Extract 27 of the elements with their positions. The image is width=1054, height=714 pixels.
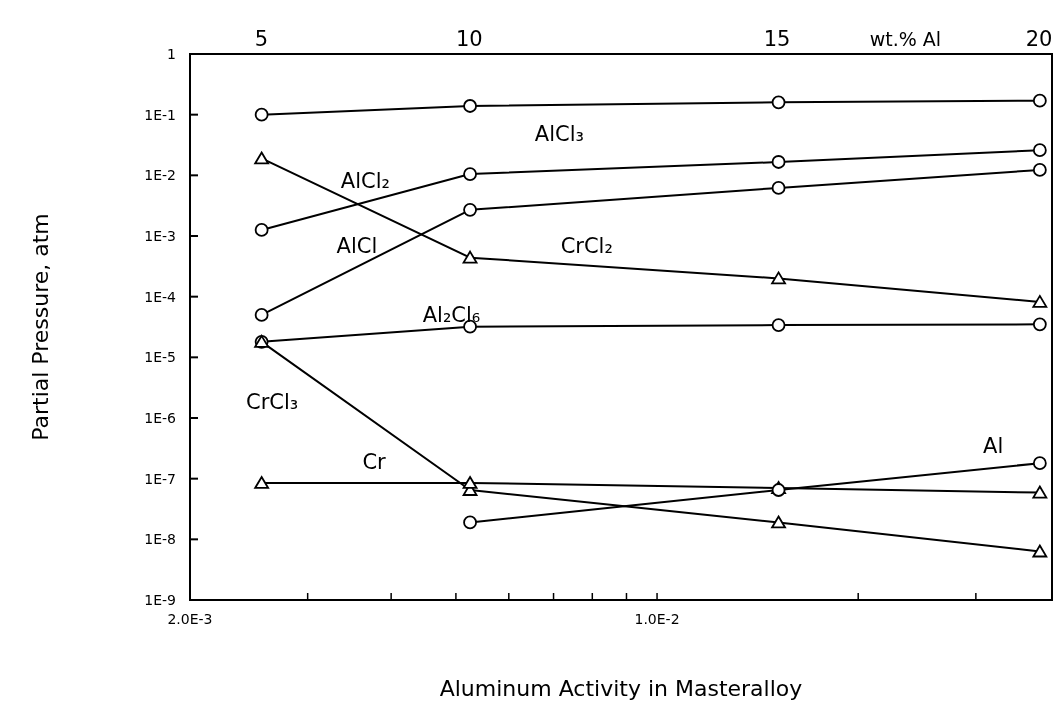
series-label: Al₂Cl₆ bbox=[422, 302, 481, 327]
x-tick-label: 2.0E-3 bbox=[167, 611, 213, 627]
x-axis-title: Aluminum Activity in Masteralloy bbox=[439, 676, 803, 701]
y-tick-label: 1E-3 bbox=[144, 227, 176, 244]
text: 5 bbox=[254, 27, 269, 51]
text: wt.% Al bbox=[869, 28, 942, 50]
series-label: CrCl₂ bbox=[560, 234, 613, 259]
text: 15 bbox=[763, 27, 791, 51]
y-tick-label: 1E-2 bbox=[144, 167, 176, 184]
y-tick-label: 1E-1 bbox=[144, 106, 176, 123]
series-label: AlCl bbox=[336, 234, 378, 259]
x-tick-label: 1.0E-2 bbox=[634, 611, 680, 627]
series-label: Al bbox=[983, 433, 1004, 458]
y-tick-label: 1 bbox=[167, 45, 176, 62]
y-tick-label: 1E-9 bbox=[144, 591, 176, 608]
y-tick-label: 1E-7 bbox=[144, 470, 176, 487]
y-tick-label: 1E-5 bbox=[144, 349, 176, 366]
y-tick-label: 1E-6 bbox=[144, 409, 177, 426]
y-tick-label: 1E-8 bbox=[144, 531, 176, 548]
text: 10 bbox=[455, 27, 483, 51]
series-label: Cr bbox=[362, 449, 387, 474]
y-axis-title: Partial Pressure, atm bbox=[28, 213, 53, 441]
series-label: CrCl₃ bbox=[246, 389, 299, 414]
text: 20 bbox=[1025, 27, 1053, 51]
series-label: AlCl₃ bbox=[534, 122, 584, 147]
series-label: AlCl₂ bbox=[340, 168, 390, 193]
y-tick-label: 1E-4 bbox=[144, 288, 177, 305]
